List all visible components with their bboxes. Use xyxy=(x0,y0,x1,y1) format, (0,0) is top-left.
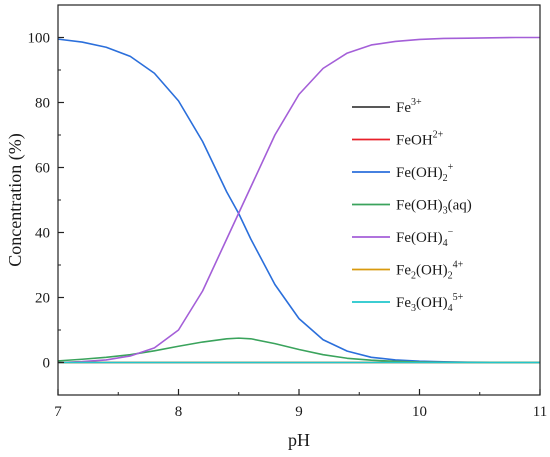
plot-lines xyxy=(57,36,541,364)
y-tick-label: 0 xyxy=(43,356,51,372)
legend-label: FeOH2+ xyxy=(396,130,444,149)
legend-label: Fe(OH)2+ xyxy=(396,162,454,184)
legend-item: Fe(OH)2+ xyxy=(352,162,454,184)
series-line-fe-oh-3-aq xyxy=(57,337,541,364)
y-tick-label: 40 xyxy=(35,226,50,242)
x-tick-label: 9 xyxy=(295,404,303,420)
series-line-fe-oh-4 xyxy=(57,36,540,364)
legend-item: Fe3(OH)45+ xyxy=(352,292,464,314)
y-axis-title: Concentration (%) xyxy=(5,133,26,266)
axis-ticks xyxy=(57,4,541,396)
legend-item: Fe3+ xyxy=(352,97,422,116)
x-tick-label: 8 xyxy=(175,404,183,420)
legend-label: Fe2(OH)24+ xyxy=(396,260,464,282)
x-tick-label: 11 xyxy=(533,404,547,420)
y-tick-label: 100 xyxy=(28,31,51,47)
legend-item: Fe(OH)3(aq) xyxy=(352,198,472,217)
legend-label: Fe(OH)4− xyxy=(396,227,454,249)
legend-label: Fe(OH)3(aq) xyxy=(396,198,472,217)
legend-item: Fe(OH)4− xyxy=(352,227,454,249)
x-axis-title: pH xyxy=(288,430,310,450)
legend-item: FeOH2+ xyxy=(352,130,444,149)
legend-label: Fe3+ xyxy=(396,97,422,116)
y-tick-label: 60 xyxy=(35,161,50,177)
x-tick-label: 10 xyxy=(412,404,427,420)
x-tick-label: 7 xyxy=(54,404,62,420)
tick-labels: 7 8 9 10 11 0 20 40 60 80 100 xyxy=(28,31,548,421)
legend-label: Fe3(OH)45+ xyxy=(396,292,464,314)
y-tick-label: 20 xyxy=(35,291,50,307)
legend-item: Fe2(OH)24+ xyxy=(352,260,464,282)
y-tick-label: 80 xyxy=(35,96,50,112)
legend: Fe3+ FeOH2+ Fe(OH)2+ Fe(OH)3(aq) Fe(OH)4− Fe2… xyxy=(352,97,472,314)
